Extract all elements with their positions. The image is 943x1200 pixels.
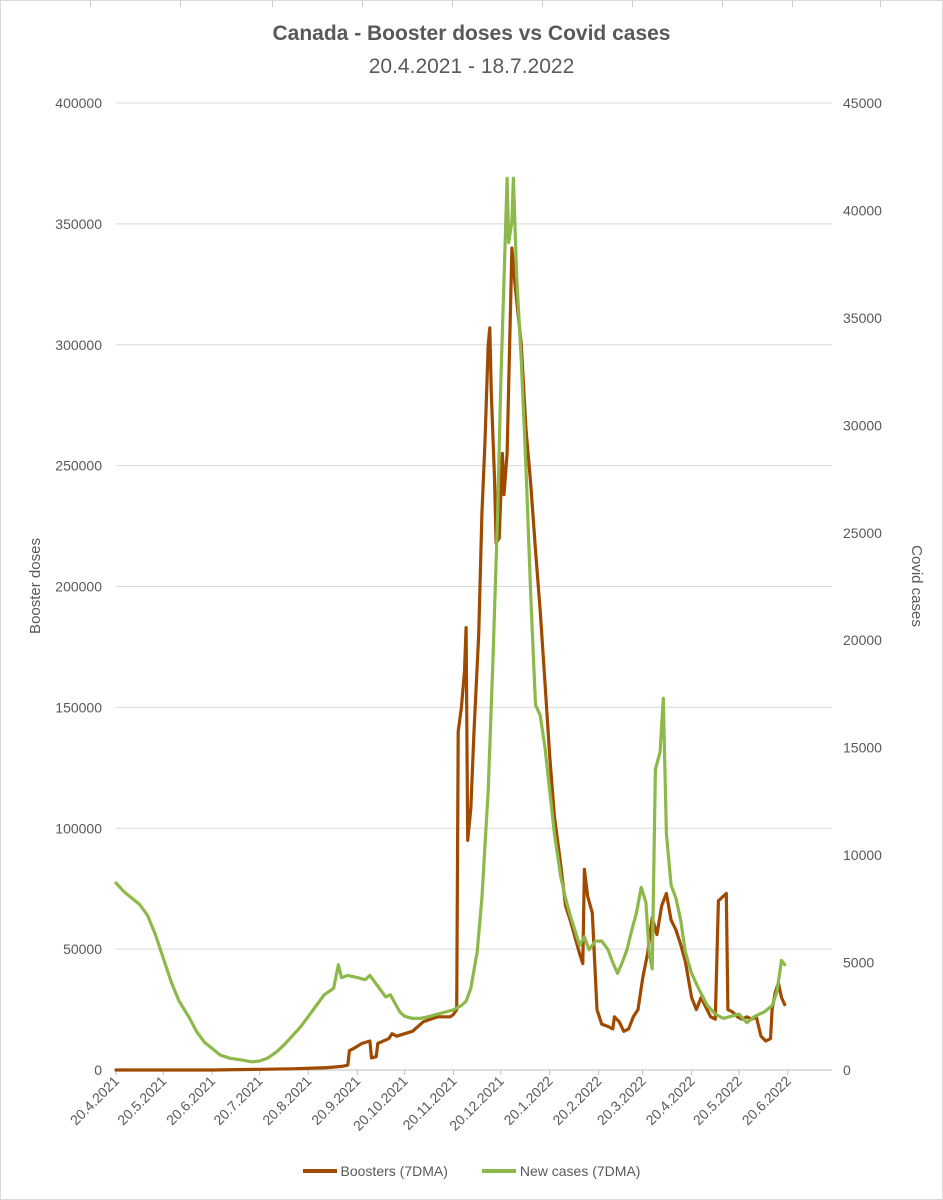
legend: Boosters (7DMA) New cases (7DMA) — [0, 1163, 943, 1179]
y-tick-right: 25000 — [843, 525, 882, 541]
y-tick-left: 200000 — [55, 579, 102, 595]
top-tick-0 — [90, 0, 91, 7]
legend-label-boosters: Boosters (7DMA) — [340, 1163, 448, 1179]
top-tick-8 — [792, 0, 793, 7]
y-tick-left: 350000 — [55, 216, 102, 232]
y-axis-left: 0 50000 100000 150000 200000 250000 300000 3500… — [55, 95, 102, 1078]
top-tick-3 — [362, 0, 363, 7]
y-axis-label-left: Booster doses — [27, 538, 44, 634]
chart-title: Canada - Booster doses vs Covid cases — [272, 22, 671, 45]
legend-label-new-cases: New cases (7DMA) — [519, 1163, 641, 1179]
top-tick-1 — [180, 0, 181, 7]
x-tick-label: 20.6.2022 — [739, 1073, 795, 1129]
y-tick-right: 15000 — [843, 740, 882, 756]
x-tick-label: 20.8.2021 — [259, 1073, 315, 1129]
y-tick-right: 35000 — [843, 310, 882, 326]
y-tick-right: 45000 — [843, 95, 882, 111]
x-tick-label: 20.6.2021 — [163, 1073, 219, 1129]
y-axis-label-right: Covid cases — [908, 545, 925, 627]
legend-item-new-cases: New cases (7DMA) — [481, 1163, 641, 1179]
gridlines — [116, 102, 832, 1071]
top-tick-7 — [722, 0, 723, 7]
chart-plot: 0500001000001500002000002500003000003500… — [27, 95, 925, 1134]
top-tick-5 — [542, 0, 543, 7]
y-tick-left: 100000 — [55, 820, 102, 836]
series-line-boosters — [114, 246, 787, 1072]
x-tick-label: 20.3.2022 — [594, 1073, 650, 1129]
y-tick-right: 5000 — [843, 955, 874, 971]
y-tick-left: 0 — [94, 1062, 102, 1078]
y-tick-left: 250000 — [55, 458, 102, 474]
x-tick-label: 20.1.2022 — [500, 1073, 556, 1129]
y-tick-right: 40000 — [843, 202, 882, 218]
top-tick-9 — [880, 0, 881, 7]
y-tick-left: 400000 — [55, 95, 102, 111]
y-tick-left: 150000 — [55, 699, 102, 715]
chart-subtitle: 20.4.2021 - 18.7.2022 — [368, 55, 575, 78]
x-tick-label: 20.4.2021 — [67, 1073, 123, 1129]
y-tick-left: 300000 — [55, 337, 102, 353]
y-tick-right: 20000 — [843, 632, 882, 648]
top-border-ticks — [0, 0, 943, 8]
top-tick-2 — [272, 0, 273, 7]
x-axis: 20.4.202120.5.202120.6.202120.7.202120.8… — [67, 1070, 794, 1134]
y-axis-right: 0 5000 10000 15000 20000 25000 30000 35000 40000… — [843, 95, 882, 1078]
y-tick-right: 10000 — [843, 847, 882, 863]
y-tick-right: 0 — [843, 1062, 851, 1078]
top-tick-4 — [452, 0, 453, 7]
legend-item-boosters: Boosters (7DMA) — [302, 1163, 448, 1179]
legend-swatch-boosters — [302, 1169, 337, 1173]
y-tick-right: 30000 — [843, 417, 882, 433]
series-line-new-cases — [114, 176, 787, 1064]
x-tick-label: 20.5.2021 — [114, 1073, 170, 1129]
x-tick-label: 20.4.2022 — [642, 1073, 698, 1129]
series-lines — [114, 176, 787, 1072]
top-tick-6 — [632, 0, 633, 7]
x-tick-label: 20.7.2021 — [210, 1073, 266, 1129]
legend-swatch-new-cases — [481, 1169, 516, 1173]
x-tick-label: 20.5.2022 — [690, 1073, 746, 1129]
y-tick-left: 50000 — [63, 941, 102, 957]
